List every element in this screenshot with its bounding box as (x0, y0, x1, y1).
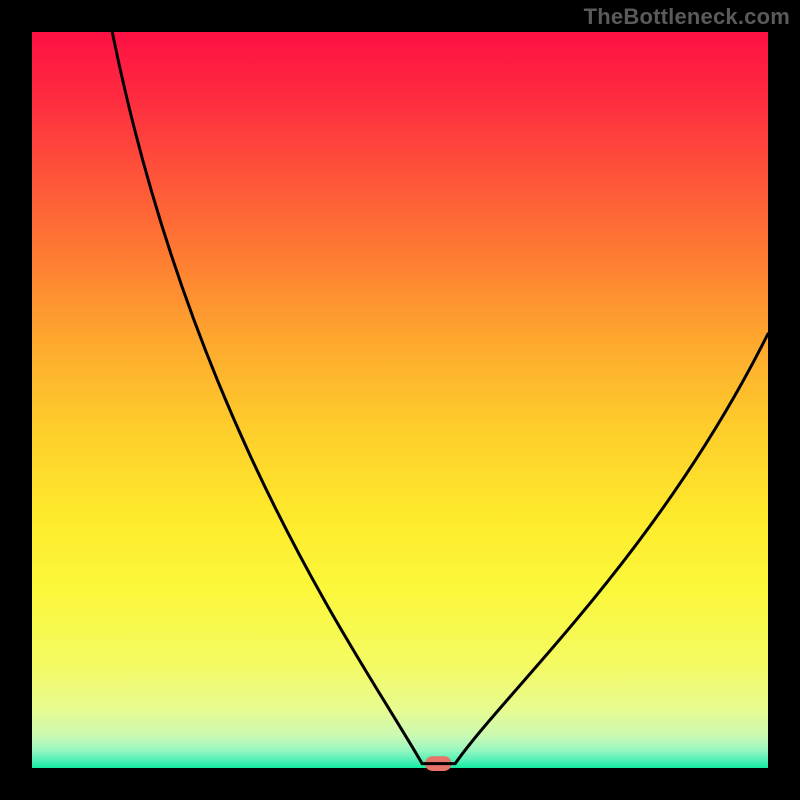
chart-stage: TheBottleneck.com (0, 0, 800, 800)
plot-background (32, 32, 768, 768)
bottleneck-chart-svg (0, 0, 800, 800)
watermark-text: TheBottleneck.com (584, 4, 790, 30)
